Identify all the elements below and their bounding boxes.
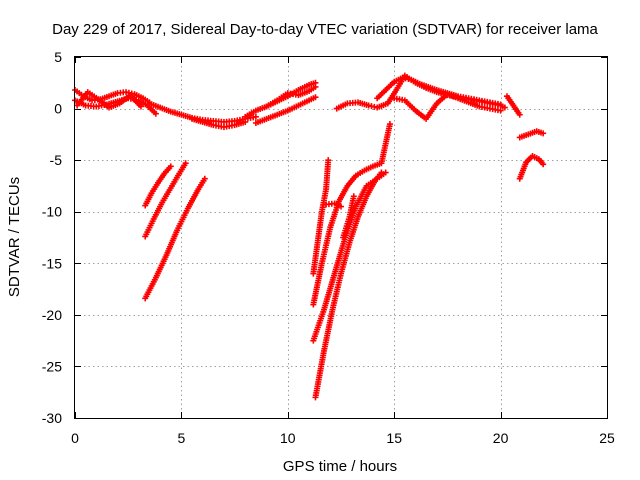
y-tick-label: -15 <box>42 255 62 271</box>
data-point <box>378 169 385 176</box>
y-tick-label: -20 <box>42 307 62 323</box>
series-arc-a3 <box>74 89 144 111</box>
data-point <box>501 104 508 111</box>
data-point <box>540 130 547 137</box>
data-point <box>137 103 144 110</box>
chart-title: Day 229 of 2017, Sidereal Day-to-day VTE… <box>52 21 598 38</box>
data-point <box>312 94 319 101</box>
series-arc-i6 <box>340 193 357 241</box>
data-point <box>516 111 523 118</box>
data-point <box>497 101 504 108</box>
x-tick-label: 0 <box>71 430 79 446</box>
series-arc-h1 <box>142 163 174 209</box>
data-point <box>350 193 357 200</box>
x-tick-label: 25 <box>599 430 615 446</box>
x-tick-label: 15 <box>386 430 402 446</box>
y-tick-label: 0 <box>54 101 62 117</box>
x-axis-label: GPS time / hours <box>283 458 397 475</box>
data-point <box>242 118 249 125</box>
data-point <box>252 113 259 120</box>
series-arc-c3 <box>263 83 319 110</box>
y-tick-label: 5 <box>54 49 62 65</box>
data-point <box>338 203 344 210</box>
data-point <box>182 160 189 167</box>
data-point <box>386 121 393 128</box>
x-tick-label: 10 <box>280 430 296 446</box>
data-point <box>540 161 547 168</box>
series-arc-h3 <box>142 175 208 302</box>
series-arc-i4 <box>312 169 385 401</box>
series-arc-e <box>503 93 523 118</box>
series-arc-i2 <box>310 121 393 308</box>
data-point <box>325 157 332 164</box>
data-point <box>497 107 504 114</box>
series-arc-i1 <box>310 157 332 277</box>
series-arc-d2 <box>374 74 504 108</box>
data-point <box>201 175 208 182</box>
data-point <box>312 83 319 90</box>
series-arc-f <box>516 128 547 141</box>
y-tick-label: -10 <box>42 204 62 220</box>
y-axis-label: SDTVAR / TECUs <box>6 177 23 297</box>
series-arc-h2 <box>142 160 189 240</box>
series-arc-i5 <box>323 200 344 210</box>
y-tick-label: -25 <box>42 358 62 374</box>
data-points <box>72 72 547 401</box>
x-tick-label: 20 <box>493 430 509 446</box>
series-arc-b2 <box>189 115 249 131</box>
series-arc-b <box>146 100 259 125</box>
y-tick-label: -30 <box>42 410 62 426</box>
y-tick-label: -5 <box>50 152 63 168</box>
data-point <box>167 163 174 170</box>
x-tick-label: 5 <box>178 430 186 446</box>
series-arc-c2 <box>252 94 319 127</box>
series-arc-d3 <box>391 91 504 122</box>
series-arc-g <box>516 153 547 182</box>
tick-labels: 0 5 10 15 20 25 5 0 -5 -10 -15 -20 -25 -30 <box>42 49 615 446</box>
plot-frame <box>74 56 608 419</box>
data-point <box>152 110 159 117</box>
axis-ticks <box>75 57 608 419</box>
